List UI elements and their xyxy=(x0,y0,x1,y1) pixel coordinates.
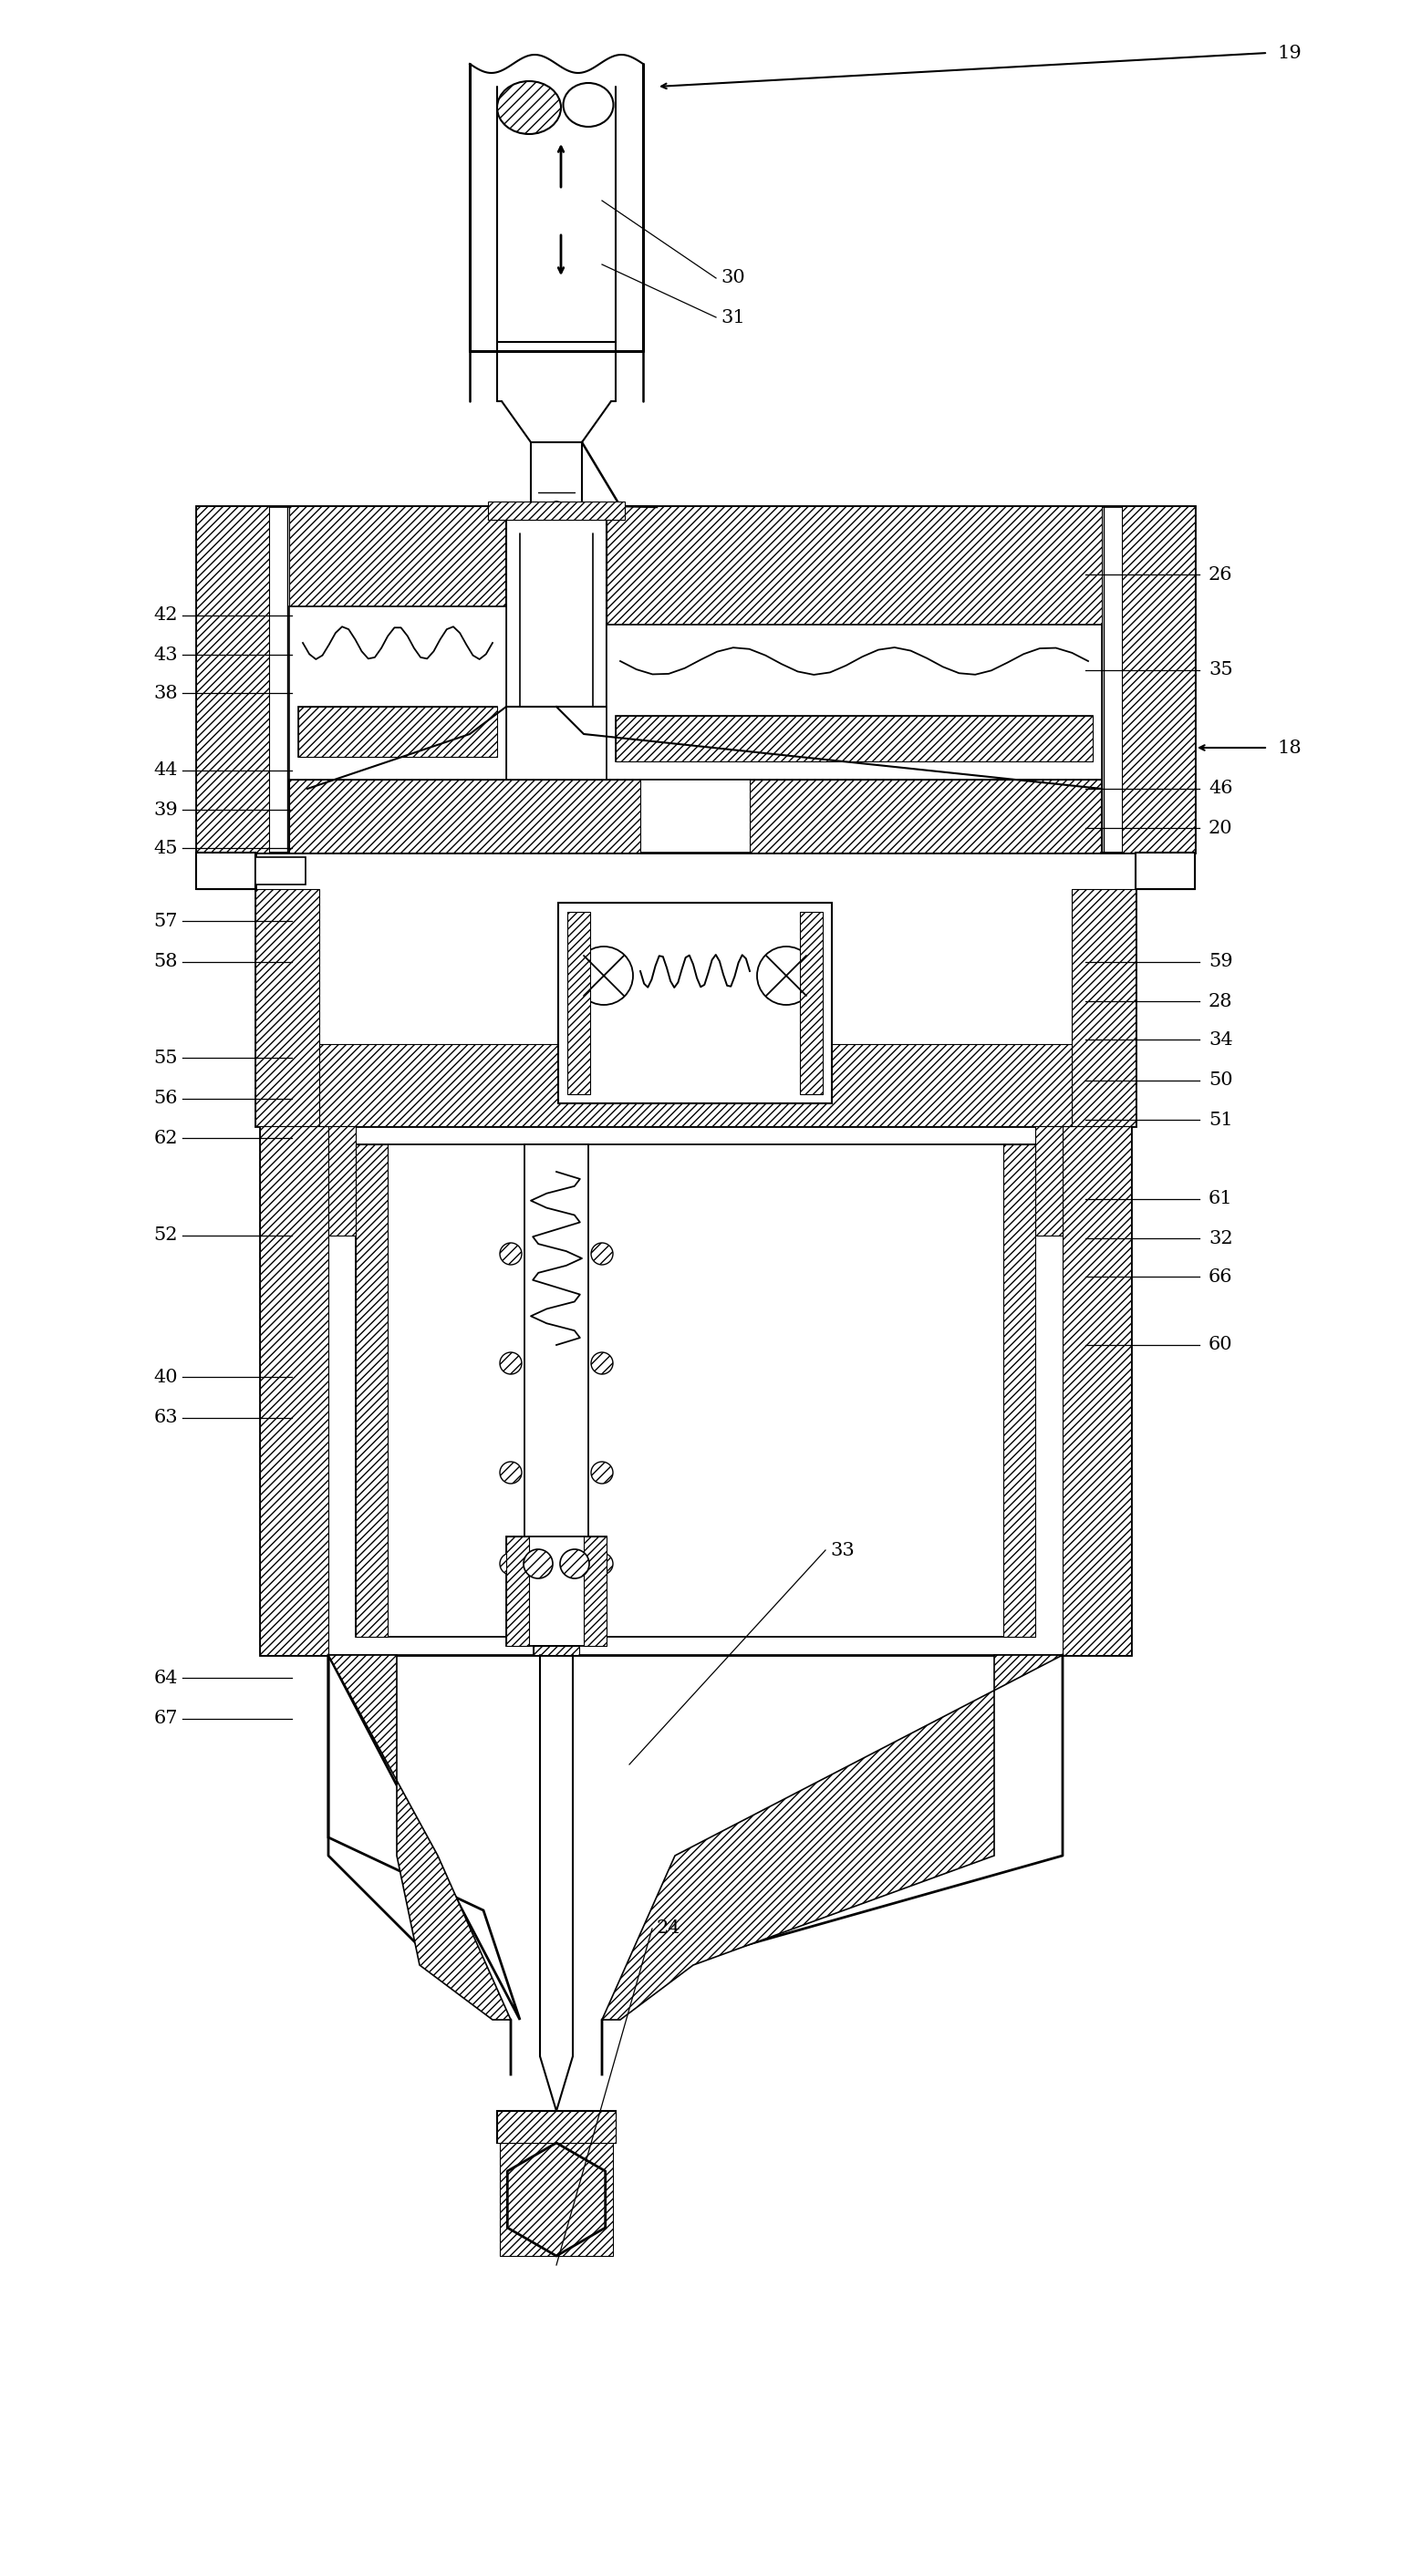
Bar xyxy=(261,1126,1131,1654)
Circle shape xyxy=(500,1242,521,1265)
Text: 24: 24 xyxy=(657,1919,681,1937)
Bar xyxy=(506,505,607,706)
Bar xyxy=(506,1535,530,1646)
Polygon shape xyxy=(328,1654,520,2020)
Text: 35: 35 xyxy=(1209,662,1233,680)
Circle shape xyxy=(591,1242,614,1265)
Circle shape xyxy=(500,1461,521,1484)
Text: 51: 51 xyxy=(1209,1110,1233,1128)
Circle shape xyxy=(500,1553,521,1574)
Text: 26: 26 xyxy=(1209,567,1233,582)
Circle shape xyxy=(574,945,633,1005)
Bar xyxy=(497,2110,615,2143)
Text: 39: 39 xyxy=(154,801,178,819)
Bar xyxy=(615,716,1093,762)
Bar xyxy=(255,858,305,884)
Text: 64: 64 xyxy=(154,1669,178,1687)
Text: 56: 56 xyxy=(154,1090,178,1108)
Bar xyxy=(534,1646,579,1654)
Bar xyxy=(356,1144,388,1636)
Circle shape xyxy=(591,1352,614,1373)
Text: 50: 50 xyxy=(1209,1072,1233,1090)
Bar xyxy=(524,1144,588,1546)
Text: 52: 52 xyxy=(154,1226,178,1244)
Circle shape xyxy=(500,1352,521,1373)
Bar xyxy=(1062,1126,1131,1654)
Bar xyxy=(567,912,590,1095)
Bar xyxy=(607,623,1101,781)
Bar xyxy=(1136,853,1195,889)
Text: 45: 45 xyxy=(154,840,178,858)
Polygon shape xyxy=(602,1654,1062,2020)
Bar xyxy=(584,1535,607,1646)
Bar xyxy=(615,716,1093,762)
Text: 31: 31 xyxy=(720,309,745,327)
Bar xyxy=(750,781,1101,853)
Circle shape xyxy=(591,1461,614,1484)
Bar xyxy=(298,706,497,757)
Bar xyxy=(506,1535,607,1646)
Ellipse shape xyxy=(563,82,614,126)
Text: 67: 67 xyxy=(154,1710,178,1728)
Text: 57: 57 xyxy=(154,912,178,930)
Bar xyxy=(534,1646,579,1654)
Text: 66: 66 xyxy=(1209,1267,1233,1285)
Bar xyxy=(500,2143,614,2257)
Text: 34: 34 xyxy=(1209,1030,1233,1048)
Text: 19: 19 xyxy=(1276,44,1302,62)
Text: 33: 33 xyxy=(829,1540,855,1558)
Bar xyxy=(289,781,1101,853)
Polygon shape xyxy=(488,502,625,520)
Text: 20: 20 xyxy=(1209,819,1233,837)
Text: 46: 46 xyxy=(1209,781,1233,799)
Polygon shape xyxy=(328,1654,511,2020)
Bar xyxy=(800,912,822,1095)
Bar xyxy=(1122,505,1195,853)
Bar xyxy=(255,889,319,1126)
Bar xyxy=(356,1144,1035,1636)
Circle shape xyxy=(591,1553,614,1574)
Polygon shape xyxy=(1136,853,1195,889)
Text: 32: 32 xyxy=(1209,1229,1233,1247)
Bar xyxy=(196,505,269,853)
Bar xyxy=(1035,1126,1062,1236)
Text: 62: 62 xyxy=(154,1128,178,1146)
Polygon shape xyxy=(196,853,255,889)
Text: 18: 18 xyxy=(1276,739,1302,757)
Text: 38: 38 xyxy=(154,685,178,701)
Text: 42: 42 xyxy=(154,608,178,623)
Bar xyxy=(1003,1144,1035,1636)
Bar xyxy=(607,505,1101,853)
Bar xyxy=(289,505,506,853)
Text: 40: 40 xyxy=(154,1368,178,1386)
Ellipse shape xyxy=(497,82,560,134)
Text: 30: 30 xyxy=(720,270,745,286)
Bar xyxy=(497,2110,615,2143)
Bar xyxy=(488,502,625,520)
Bar xyxy=(319,1043,1072,1126)
Bar xyxy=(196,505,1195,853)
Bar xyxy=(289,781,640,853)
Circle shape xyxy=(757,945,815,1005)
Text: 58: 58 xyxy=(154,953,178,971)
Circle shape xyxy=(560,1548,590,1579)
Text: 61: 61 xyxy=(1209,1190,1233,1208)
Text: 59: 59 xyxy=(1209,953,1233,971)
Bar xyxy=(261,1126,328,1654)
Text: 28: 28 xyxy=(1209,992,1233,1010)
Bar xyxy=(558,902,832,1103)
Bar xyxy=(289,605,506,788)
Text: 55: 55 xyxy=(154,1048,178,1066)
Text: 60: 60 xyxy=(1209,1337,1233,1352)
Bar xyxy=(298,706,497,757)
Text: 63: 63 xyxy=(154,1409,178,1427)
Bar xyxy=(255,853,1136,1126)
Circle shape xyxy=(524,1548,553,1579)
Bar xyxy=(1072,889,1136,1126)
Text: 44: 44 xyxy=(154,762,178,778)
Bar xyxy=(328,1126,356,1236)
Text: 43: 43 xyxy=(154,647,178,665)
Bar xyxy=(196,853,255,889)
